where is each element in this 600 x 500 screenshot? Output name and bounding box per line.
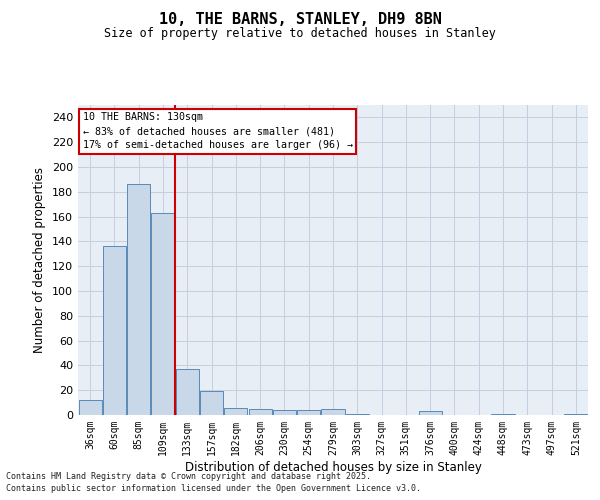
Text: Size of property relative to detached houses in Stanley: Size of property relative to detached ho… [104,28,496,40]
Bar [565,414,587,415]
Bar [248,409,272,415]
Bar [127,184,150,415]
Bar [224,408,247,415]
Bar [176,369,199,415]
Bar [79,400,101,415]
Bar [200,392,223,415]
Text: 10, THE BARNS, STANLEY, DH9 8BN: 10, THE BARNS, STANLEY, DH9 8BN [158,12,442,28]
Text: Contains public sector information licensed under the Open Government Licence v3: Contains public sector information licen… [6,484,421,493]
X-axis label: Distribution of detached houses by size in Stanley: Distribution of detached houses by size … [185,460,481,473]
Bar [346,414,369,415]
Bar [151,213,175,415]
Bar [273,410,296,415]
Text: Contains HM Land Registry data © Crown copyright and database right 2025.: Contains HM Land Registry data © Crown c… [6,472,371,481]
Bar [419,412,442,415]
Bar [322,409,344,415]
Text: 10 THE BARNS: 130sqm
← 83% of detached houses are smaller (481)
17% of semi-deta: 10 THE BARNS: 130sqm ← 83% of detached h… [83,112,353,150]
Bar [297,410,320,415]
Bar [491,414,515,415]
Bar [103,246,126,415]
Y-axis label: Number of detached properties: Number of detached properties [34,167,46,353]
